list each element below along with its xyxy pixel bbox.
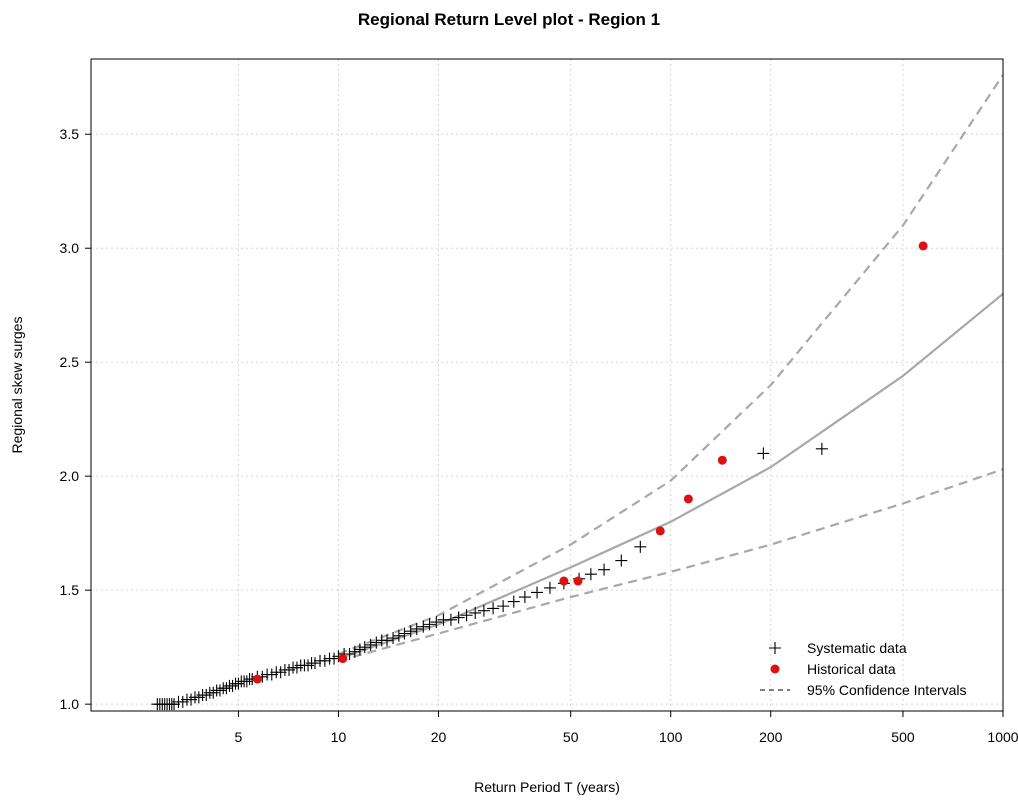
systematic-data-point <box>518 591 531 604</box>
x-axis-title: Return Period T (years) <box>474 779 620 795</box>
systematic-data-point <box>302 659 315 672</box>
historical-data-point <box>252 674 262 684</box>
systematic-data-point <box>757 447 770 460</box>
systematic-data-point <box>220 682 233 695</box>
systematic-data-point <box>423 618 436 631</box>
chart-title: Regional Return Level plot - Region 1 <box>357 10 661 29</box>
systematic-data-point <box>364 638 377 651</box>
systematic-data-point <box>460 609 473 622</box>
systematic-data-point <box>404 625 417 638</box>
systematic-data-point <box>226 679 239 692</box>
y-tick-label: 3.5 <box>60 126 80 142</box>
plot-frame <box>90 58 1004 712</box>
grid-layer <box>91 59 1004 711</box>
x-tick-label: 1000 <box>987 729 1018 745</box>
systematic-data-point <box>207 686 220 699</box>
systematic-data-point <box>444 613 457 626</box>
systematic-data-point <box>353 643 366 656</box>
systematic-data-point <box>240 675 253 688</box>
systematic-data-point <box>410 622 423 635</box>
systematic-data-point <box>392 629 405 642</box>
historical-data-point <box>918 241 928 251</box>
axis-layer: 5 10 20 50 100 200 500 1000 1.0 1.5 2.0 2.5 3.0 3.5 <box>60 126 1018 745</box>
x-tick-label: 500 <box>891 729 915 745</box>
x-tick-label: 100 <box>659 729 683 745</box>
systematic-data-point <box>615 554 628 567</box>
y-axis-title: Regional skew surges <box>9 317 25 454</box>
y-tick-label: 2.0 <box>60 468 80 484</box>
systematic-data-point <box>507 595 520 608</box>
x-tick-label: 5 <box>235 729 243 745</box>
series-line-95-confidence-intervals-lower <box>338 468 1004 662</box>
legend-plus-icon <box>769 642 781 654</box>
y-tick-label: 3.0 <box>60 240 80 256</box>
historical-data-point <box>683 494 693 504</box>
systematic-data-point <box>417 620 430 633</box>
legend-label: Systematic data <box>807 640 907 656</box>
systematic-data-point <box>343 648 356 661</box>
x-tick-label: 20 <box>431 729 447 745</box>
systematic-data-point <box>398 627 411 640</box>
systematic-data-point <box>598 563 611 576</box>
legend: Systematic data Historical data 95% Confid… <box>760 640 967 698</box>
historical-data-point <box>573 576 583 586</box>
systematic-data-point <box>318 654 331 667</box>
systematic-data-point <box>497 600 510 613</box>
x-tick-label: 200 <box>759 729 783 745</box>
systematic-data-point <box>815 442 828 455</box>
systematic-data-point <box>370 636 383 649</box>
legend-label: Historical data <box>807 661 896 677</box>
systematic-data-point <box>358 641 371 654</box>
systematic-data-point <box>531 586 544 599</box>
historical-data-point <box>559 576 569 586</box>
systematic-data-point <box>477 604 490 617</box>
systematic-data-point <box>584 568 597 581</box>
systematic-data-point <box>232 677 245 690</box>
series-line-fitted-return-level <box>338 292 1004 660</box>
systematic-data-point <box>634 540 647 553</box>
systematic-data-point <box>348 645 361 658</box>
systematic-data-point <box>487 602 500 615</box>
systematic-data-point <box>452 611 465 624</box>
systematic-data-point <box>387 632 400 645</box>
historical-data-point <box>717 455 727 465</box>
y-tick-label: 1.0 <box>60 696 80 712</box>
y-tick-label: 1.5 <box>60 582 80 598</box>
historical-data-point <box>655 526 665 536</box>
legend-label: 95% Confidence Intervals <box>807 682 967 698</box>
y-tick-label: 2.5 <box>60 354 80 370</box>
systematic-data-point <box>213 684 226 697</box>
series-line-95-confidence-intervals-upper <box>338 74 1004 656</box>
x-tick-label: 10 <box>331 729 347 745</box>
systematic-data-point <box>469 606 482 619</box>
systematic-data-point <box>309 657 322 670</box>
historical-data-point <box>338 654 348 664</box>
legend-dot-icon <box>770 664 780 674</box>
systematic-data-point <box>543 581 556 594</box>
series-layer <box>151 74 1004 711</box>
systematic-data-point <box>381 634 394 647</box>
systematic-data-point <box>430 616 443 629</box>
x-tick-label: 50 <box>563 729 579 745</box>
